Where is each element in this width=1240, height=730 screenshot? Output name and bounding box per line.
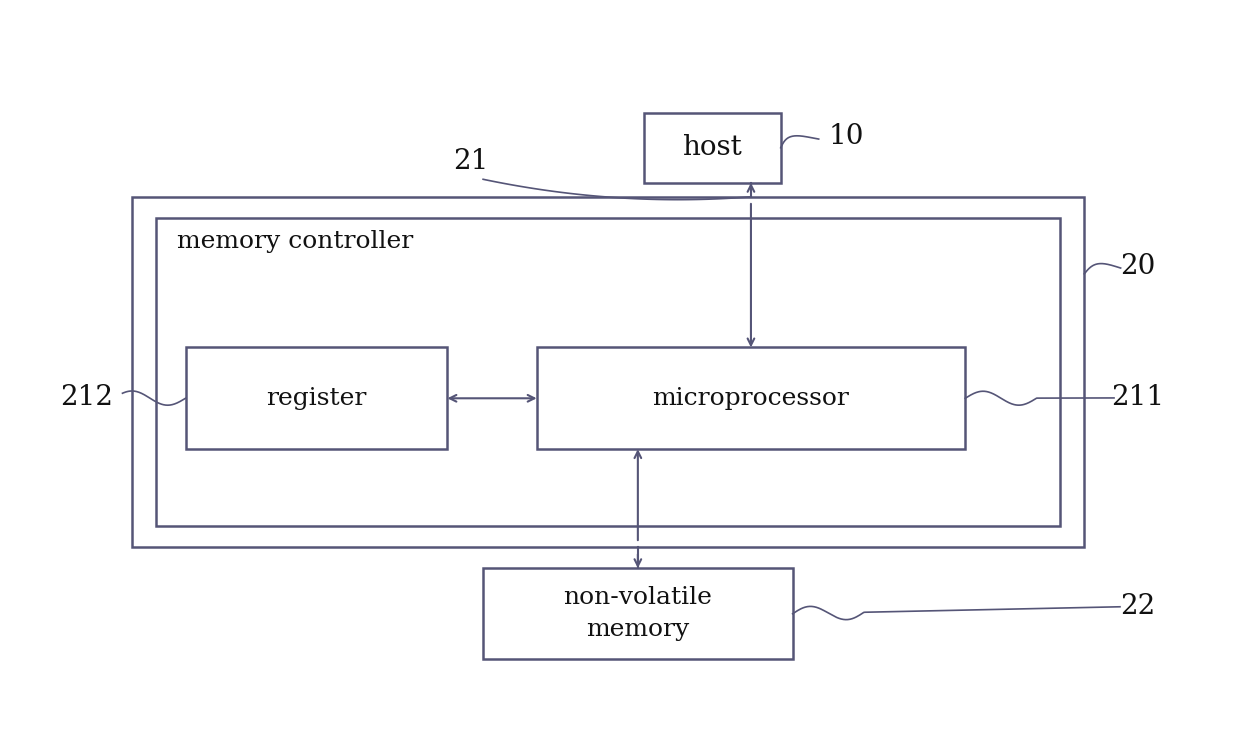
Bar — [484, 568, 792, 659]
Text: 20: 20 — [1120, 253, 1156, 280]
Text: 10: 10 — [828, 123, 864, 150]
Text: 22: 22 — [1120, 593, 1156, 620]
Text: 212: 212 — [61, 385, 113, 412]
Bar — [156, 218, 1060, 526]
Text: microprocessor: microprocessor — [652, 387, 849, 410]
Bar — [131, 197, 1084, 548]
Text: 21: 21 — [454, 148, 489, 175]
Text: non-volatile
memory: non-volatile memory — [563, 586, 712, 641]
Text: register: register — [267, 387, 367, 410]
Bar — [537, 347, 965, 449]
Text: 211: 211 — [1111, 385, 1164, 412]
Bar — [186, 347, 448, 449]
Text: memory controller: memory controller — [177, 231, 413, 253]
Bar — [644, 112, 781, 182]
Text: host: host — [682, 134, 742, 161]
